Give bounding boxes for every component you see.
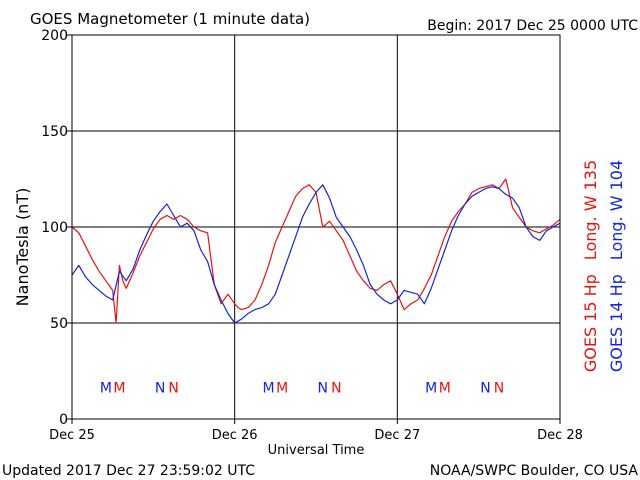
event-marker-m: M	[276, 380, 288, 396]
series-line-goes-15-hp	[71, 178, 561, 324]
event-marker-m: M	[100, 380, 112, 396]
x-tick-label: Dec 25	[49, 428, 95, 443]
series-line-goes-14-hp	[71, 184, 561, 324]
event-marker-m: M	[263, 380, 275, 396]
legend-goes-14: GOES 14 Hp Long. W 104	[607, 160, 626, 372]
updated-timestamp: Updated 2017 Dec 27 23:59:02 UTC	[2, 463, 255, 479]
begin-time-label: Begin: 2017 Dec 25 0000 UTC	[427, 18, 638, 34]
event-marker-m: M	[113, 380, 125, 396]
event-marker-n: N	[155, 380, 165, 396]
series-layer	[71, 178, 561, 324]
y-axis-ticks: 200 150 100 50 0	[41, 28, 72, 428]
event-marker-n: N	[168, 380, 178, 396]
y-tick-label: 150	[41, 124, 68, 140]
legend-longitude: Long. W 104	[607, 160, 626, 260]
event-marker-n: N	[331, 380, 341, 396]
y-tick-label: 200	[41, 28, 68, 44]
chart-title: GOES Magnetometer (1 minute data)	[30, 10, 310, 28]
x-axis-label: Universal Time	[268, 443, 365, 458]
legend-goes-15: GOES 15 Hp Long. W 135	[581, 160, 600, 372]
event-marker-n: N	[480, 380, 490, 396]
event-marker-m: M	[439, 380, 451, 396]
x-tick-label: Dec 28	[537, 428, 583, 443]
y-axis-label: NanoTesla (nT)	[13, 188, 32, 307]
event-marker-m: M	[425, 380, 437, 396]
legend-series-name: GOES 14 Hp	[607, 274, 626, 372]
x-tick-label: Dec 26	[212, 428, 258, 443]
x-tick-label: Dec 27	[374, 428, 420, 443]
y-tick-label: 100	[41, 220, 68, 236]
x-axis-ticks: Dec 25 Dec 26 Dec 27 Dec 28	[49, 419, 583, 443]
y-tick-label: 50	[50, 316, 68, 332]
legend-longitude: Long. W 135	[581, 160, 600, 260]
credit-label: NOAA/SWPC Boulder, CO USA	[430, 463, 639, 479]
legend-series-name: GOES 15 Hp	[581, 274, 600, 372]
event-marker-n: N	[318, 380, 328, 396]
event-marker-n: N	[494, 380, 504, 396]
y-tick-label: 0	[59, 412, 68, 428]
grid	[72, 35, 560, 419]
